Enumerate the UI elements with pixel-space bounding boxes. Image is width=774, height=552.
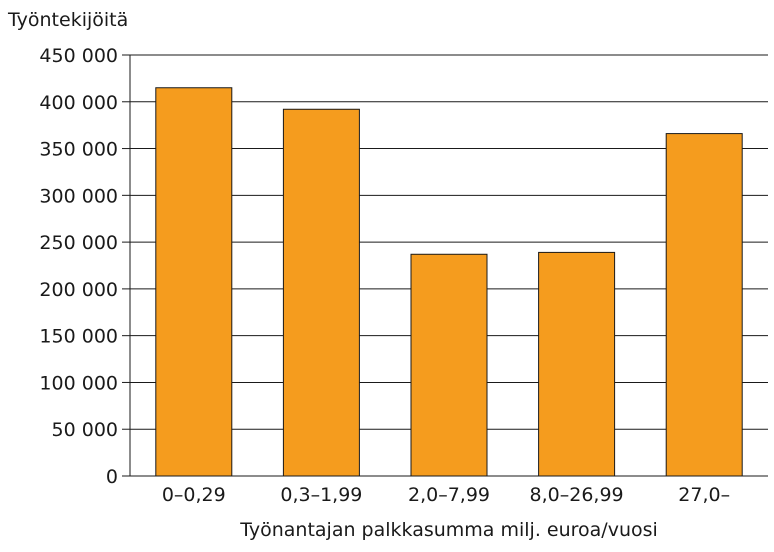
y-tick-label: 300 000 [39,185,118,207]
x-tick-label: 0,3–1,99 [280,484,362,506]
bar [155,87,233,477]
bars [155,87,743,477]
gridlines [130,54,768,430]
y-tick-label: 450 000 [39,45,118,67]
y-tick-label: 100 000 [39,372,118,394]
x-tick-label: 2,0–7,99 [408,484,490,506]
y-tick-label: 0 [106,466,118,488]
y-tick-label: 400 000 [39,92,118,114]
x-tick-label: 0–0,29 [162,484,226,506]
x-tick-labels: 0–0,29 0,3–1,99 2,0–7,99 8,0–26,99 27,0– [162,484,730,506]
bar [665,133,743,477]
x-tick-label: 8,0–26,99 [530,484,624,506]
bar [282,108,360,477]
bar [538,251,616,477]
x-axis-title: Työnantajan palkkasumma milj. euroa/vuos… [239,519,658,541]
y-tick-label: 50 000 [52,419,118,441]
y-ticks: 0 50 000 100 000 150 000 200 000 250 000 300 0… [39,45,130,488]
y-tick-label: 250 000 [39,232,118,254]
y-axis-title: Työntekijöitä [7,9,128,31]
y-tick-label: 200 000 [39,279,118,301]
y-tick-label: 150 000 [39,326,118,348]
x-tick-label: 27,0– [678,484,730,506]
bar [410,253,488,477]
y-tick-label: 350 000 [39,139,118,161]
